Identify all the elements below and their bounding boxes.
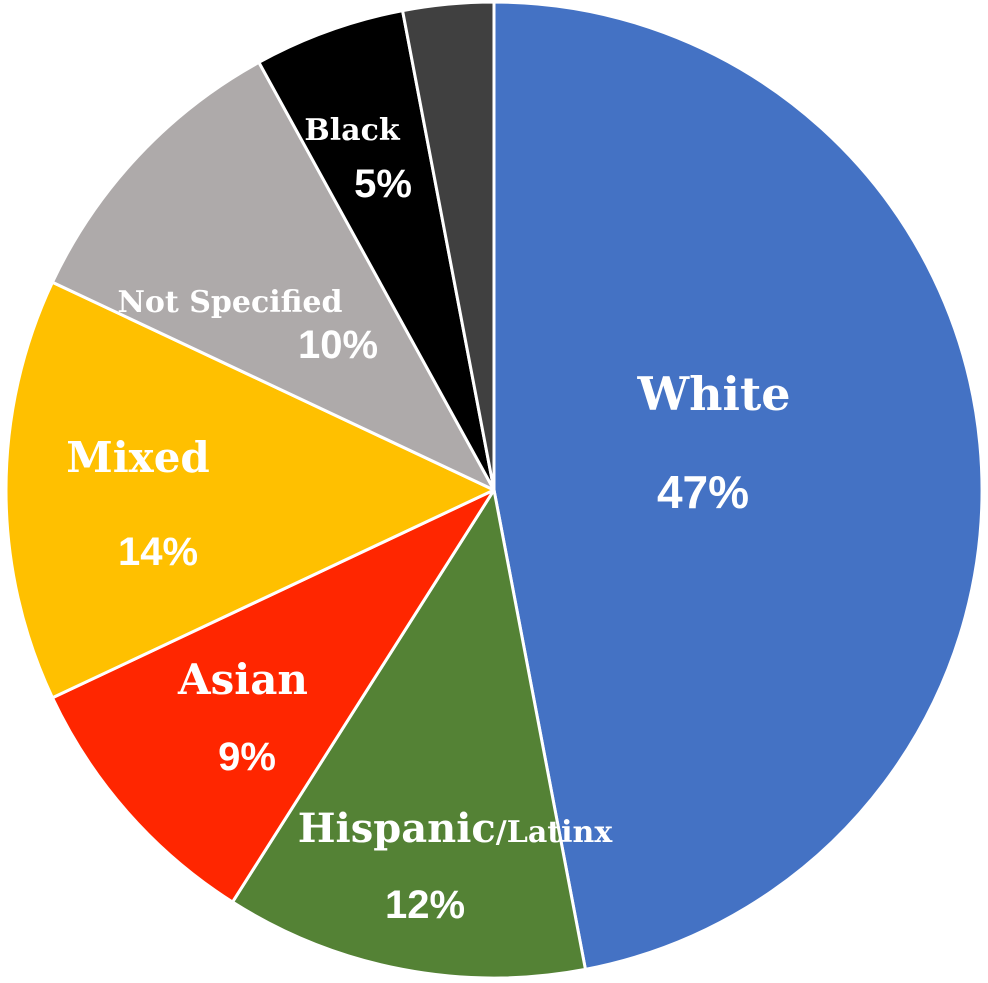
slice-sublabel-hispanic-latinx: /Latinx [496,815,614,850]
slice-label-white: White [636,367,790,421]
slice-label-asian: Asian [177,655,308,704]
pie-slice-hispanic-latinx [231,488,587,980]
pie-labels: White47%Hispanic/Latinx12%Asian9%Mixed14… [66,113,790,927]
slice-label-mixed: Mixed [66,433,210,482]
pie-slice-not-specified [50,60,496,492]
slice-percent-white: 47% [657,466,749,518]
slice-percent-asian: 9% [218,735,276,779]
slice-percent-black: 5% [354,162,412,206]
slice-percent-mixed: 14% [118,530,198,574]
pie-slice-black [257,9,496,492]
pie-slice-asian [50,488,496,904]
slice-label-not-specified: Not Specified [118,285,343,320]
slice-label-black: Black [304,113,400,148]
pie-slice-white [492,0,984,971]
pie-slice-other [401,0,496,492]
pie-slices [4,0,984,980]
slice-percent-not-specified: 10% [298,323,378,367]
slice-percent-hispanic-latinx: 12% [385,883,465,927]
pie-slice-mixed [4,280,496,700]
